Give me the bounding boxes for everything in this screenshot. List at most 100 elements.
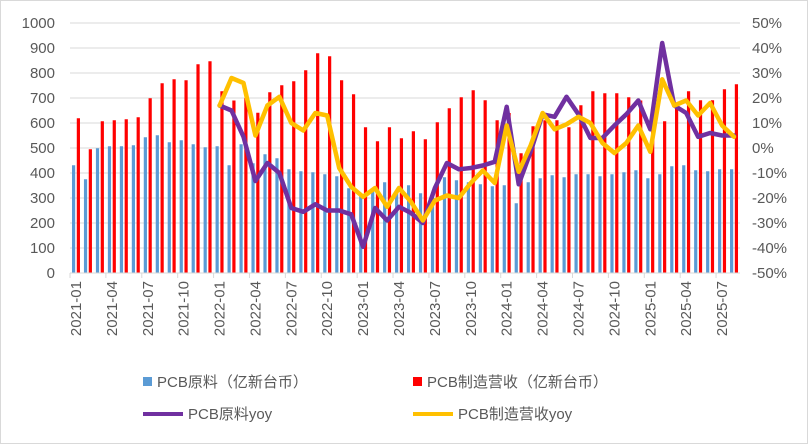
bar-materials [418, 193, 423, 273]
bar-materials [634, 170, 638, 273]
bar-materials [682, 165, 686, 273]
bar-revenue [363, 127, 368, 273]
bar-revenue [112, 120, 116, 273]
bar-materials [395, 190, 399, 273]
x-tick-label: 2022-10 [319, 281, 336, 336]
bar-materials [275, 158, 279, 273]
y-right-tick-label: -20% [752, 190, 787, 207]
bar-materials [514, 203, 518, 273]
y-left-tick-label: 200 [30, 215, 55, 232]
bar-materials [610, 174, 614, 273]
bar-materials [179, 140, 183, 273]
bar-revenue [615, 93, 619, 273]
x-tick-label: 2022-07 [283, 281, 300, 336]
x-tick-label: 2021-07 [140, 281, 157, 336]
bar-revenue [698, 100, 703, 273]
x-tick-label: 2025-04 [678, 281, 695, 336]
bar-materials [694, 170, 698, 273]
legend-swatch-red [413, 377, 422, 386]
bar-revenue [531, 126, 535, 273]
x-tick-label: 2022-01 [212, 281, 229, 336]
bar-revenue [316, 53, 320, 273]
bar-revenue [627, 97, 631, 273]
bar-materials [406, 185, 411, 273]
bar-revenue [76, 118, 80, 273]
bar-materials [311, 172, 315, 273]
bar-revenue [256, 112, 260, 273]
bar-materials [562, 177, 566, 273]
x-tick-label: 2023-04 [391, 281, 408, 336]
bar-revenue [351, 94, 356, 273]
bar-revenue [459, 97, 463, 273]
y-right-tick-label: -10% [752, 165, 787, 182]
bar-revenue [663, 121, 667, 273]
bar-materials [586, 174, 590, 273]
bar-materials [287, 169, 291, 273]
legend-swatch-blue [143, 377, 152, 386]
bar-revenue [244, 98, 248, 273]
bar-materials [95, 148, 100, 273]
y-right-tick-label: 50% [752, 15, 782, 32]
bar-revenue [543, 120, 547, 273]
y-left-tick-label: 0 [47, 265, 55, 282]
bar-materials [71, 165, 76, 273]
bar-materials [502, 185, 506, 273]
bar-materials [598, 176, 602, 273]
bar-materials [299, 171, 303, 273]
x-tick-label: 2022-04 [247, 281, 264, 336]
bar-revenue [567, 127, 571, 273]
bar-materials [466, 182, 471, 273]
x-tick-label: 2023-01 [355, 281, 372, 336]
bar-materials [347, 188, 351, 273]
bar-materials [454, 180, 459, 273]
bar-revenue [232, 100, 236, 273]
bar-revenue [674, 103, 679, 273]
y-right-tick-label: 0% [752, 140, 774, 157]
bar-materials [490, 186, 494, 273]
bar-revenue [591, 91, 595, 273]
x-tick-label: 2021-10 [176, 281, 193, 336]
x-tick-label: 2024-04 [535, 281, 552, 336]
y-left-tick-label: 600 [30, 115, 55, 132]
bar-revenue [722, 89, 727, 273]
bar-revenue [220, 91, 224, 273]
bar-revenue [339, 80, 344, 273]
legend-label: PCB原料（亿新台币） [157, 374, 308, 391]
legend-line-yellow [413, 411, 453, 416]
bar-materials [131, 145, 136, 273]
bar-materials [646, 178, 650, 273]
bar-materials [526, 182, 530, 273]
bar-materials [574, 174, 578, 273]
y-left-tick-label: 100 [30, 240, 55, 257]
y-left-tick-label: 500 [30, 140, 55, 157]
bar-materials [263, 154, 267, 273]
x-tick-label: 2021-01 [68, 281, 85, 336]
bar-materials [251, 163, 255, 273]
bar-materials [191, 144, 195, 273]
bar-revenue [555, 120, 559, 273]
bar-materials [622, 172, 626, 273]
bar-materials [383, 182, 387, 273]
bar-materials [730, 169, 734, 273]
bar-revenue [579, 105, 583, 273]
bar-materials [335, 176, 339, 273]
bar-revenue [148, 98, 152, 273]
bar-materials [227, 165, 231, 273]
bar-materials [550, 175, 554, 273]
y-left-tick-label: 900 [30, 40, 55, 57]
bar-revenue [507, 113, 511, 273]
bar-revenue [124, 119, 128, 273]
bar-revenue [483, 100, 487, 273]
legend-label: PCB制造营收（亿新台币） [427, 374, 608, 391]
y-right-tick-label: 40% [752, 40, 782, 57]
y-left-tick-label: 300 [30, 190, 55, 207]
x-tick-label: 2025-01 [642, 281, 659, 336]
bar-revenue [304, 70, 308, 273]
bar-revenue [651, 118, 655, 273]
legend-item-pcb-revenue-yoy: PCB制造营收yoy [413, 403, 572, 424]
y-right-tick-label: -50% [752, 265, 787, 282]
bar-revenue [375, 141, 380, 273]
bar-materials [119, 146, 124, 273]
bar-revenue [328, 56, 332, 273]
bar-revenue [734, 84, 739, 273]
